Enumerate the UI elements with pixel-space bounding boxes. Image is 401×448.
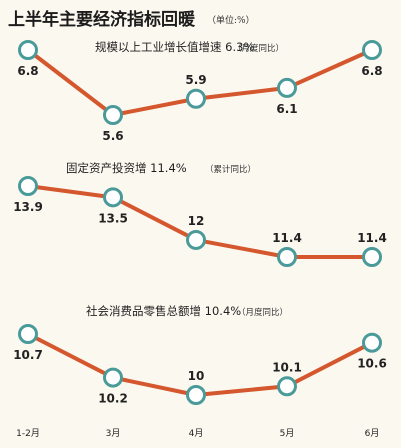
data-point <box>277 247 297 267</box>
data-point <box>186 229 206 250</box>
data-label: 10.2 <box>98 392 128 406</box>
data-label: 10.7 <box>13 348 43 362</box>
data-point <box>277 77 297 98</box>
data-label: 6.8 <box>17 64 38 78</box>
x-tick-label: 5月 <box>280 428 295 439</box>
panel-title: 固定资产投资增 11.4% <box>66 161 187 175</box>
data-label: 10.1 <box>272 360 302 374</box>
data-point <box>103 367 123 388</box>
x-tick-label: 3月 <box>106 428 121 439</box>
data-label: 13.9 <box>13 200 43 214</box>
data-label: 11.4 <box>272 231 302 245</box>
chart-panel-2: 固定资产投资增 11.4% （累计同比） 13.9 13.5 12 11.4 11.4 <box>13 161 387 267</box>
data-point <box>362 332 382 353</box>
data-label: 10 <box>188 369 205 383</box>
data-label: 5.6 <box>102 129 123 143</box>
unit-note: （单位:%） <box>207 14 255 26</box>
chart-panel-1: 规模以上工业增长值增速 6.3%（月度同比） 6.8 5.6 5.9 6.1 6.8 <box>17 40 383 143</box>
panel-title: 社会消费品零售总额增 10.4% <box>86 304 241 318</box>
data-label: 11.4 <box>357 231 387 245</box>
data-point <box>186 385 206 405</box>
data-label: 6.8 <box>361 64 382 78</box>
page-title: 上半年主要经济指标回暖 <box>8 9 196 30</box>
data-point <box>18 40 38 60</box>
data-point <box>18 324 38 344</box>
panel-title: 规模以上工业增长值增速 6.3% <box>95 40 254 54</box>
chart-panels: 规模以上工业增长值增速 6.3%（月度同比）6.85.65.96.16.8固定资… <box>13 40 387 406</box>
x-axis: 1-2月 3月 4月 5月 6月 <box>16 428 379 439</box>
data-point <box>362 247 382 267</box>
data-label: 12 <box>188 214 205 228</box>
data-point <box>18 176 38 196</box>
panel-note: （月度同比） <box>237 307 288 318</box>
data-label: 13.5 <box>98 211 128 225</box>
data-point <box>277 376 297 397</box>
data-label: 5.9 <box>185 73 206 87</box>
x-tick-label: 6月 <box>365 428 380 439</box>
data-point <box>186 88 206 109</box>
x-tick-label: 4月 <box>189 428 204 439</box>
x-tick-label: 1-2月 <box>16 428 40 439</box>
panel-note: （月度同比） <box>233 43 284 54</box>
data-point <box>103 105 123 125</box>
data-point <box>362 40 382 60</box>
data-label: 10.6 <box>357 357 387 371</box>
data-label: 6.1 <box>276 102 297 116</box>
data-point <box>103 187 123 208</box>
chart-panel-3: 社会消费品零售总额增 10.4%（月度同比） 10.7 10.2 10 10.1 10.6 <box>13 304 387 406</box>
panel-note: （累计同比） <box>205 164 256 175</box>
